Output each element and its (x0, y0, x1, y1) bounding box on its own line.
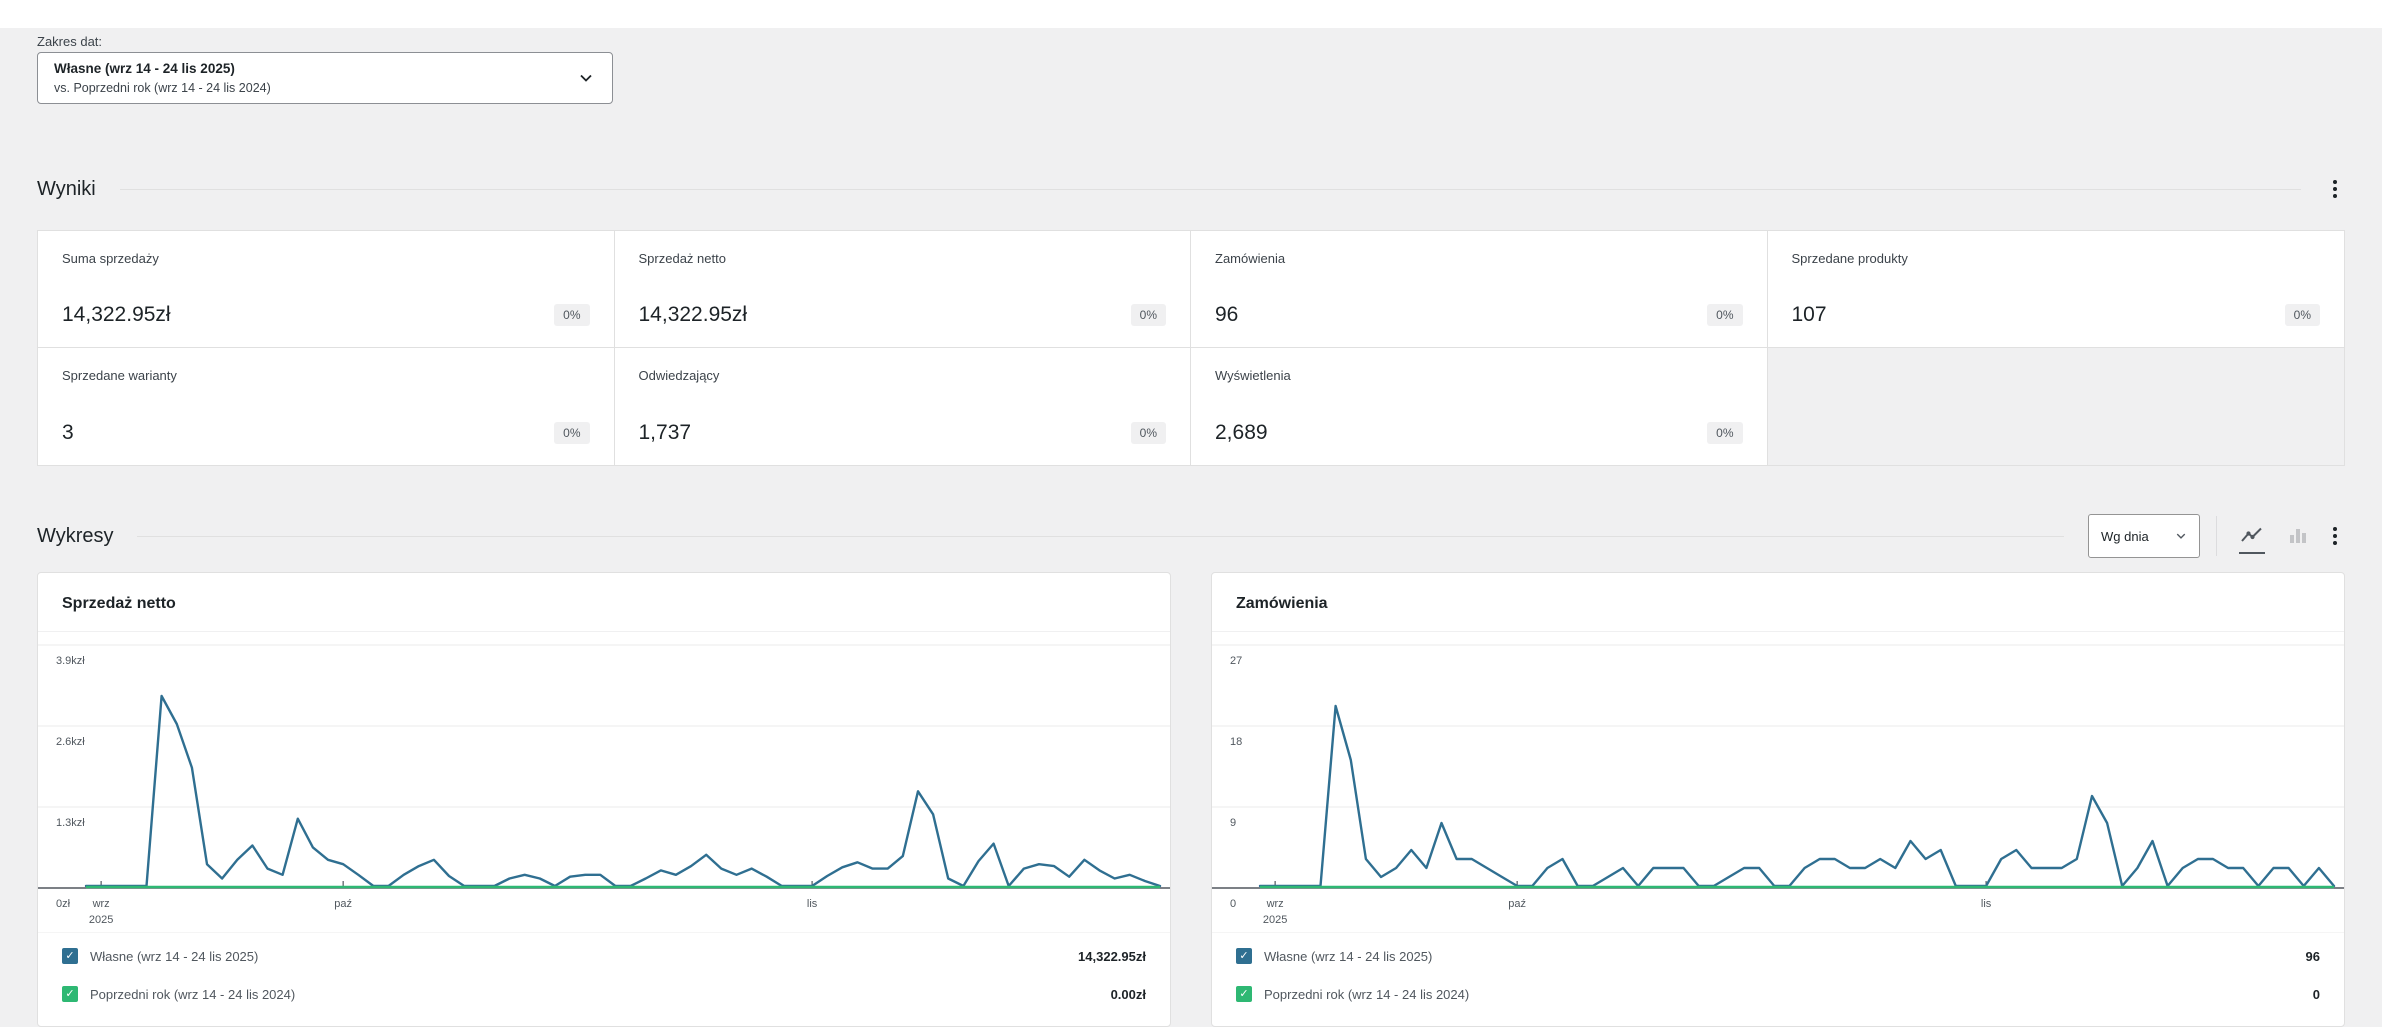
card-delta-badge: 0% (2284, 304, 2320, 326)
legend-label: Własne (wrz 14 - 24 lis 2025) (90, 948, 259, 964)
line-chart-toggle[interactable] (2233, 516, 2271, 556)
date-range-dropdown[interactable]: Własne (wrz 14 - 24 lis 2025) vs. Poprze… (37, 52, 613, 104)
interval-dropdown-value: Wg dnia (2101, 528, 2149, 544)
legend-row[interactable]: ✓ Poprzedni rok (wrz 14 - 24 lis 2024) 0 (1212, 975, 2344, 1013)
performance-card[interactable]: Sprzedane produkty 107 0% (1767, 231, 2344, 348)
svg-text:2025: 2025 (1263, 914, 1287, 926)
line-chart-icon (2241, 527, 2262, 542)
controls-divider (2216, 516, 2217, 556)
svg-text:lis: lis (807, 898, 818, 910)
top-whitespace-bar (0, 0, 2382, 28)
card-value: 2,689 (1215, 421, 1268, 444)
svg-text:2025: 2025 (89, 914, 113, 926)
legend-label: Poprzedni rok (wrz 14 - 24 lis 2024) (1264, 986, 1470, 1002)
svg-text:27: 27 (1230, 655, 1242, 667)
legend-value: 0.00zł (1110, 986, 1146, 1002)
bar-chart-icon (2290, 529, 2306, 543)
orders-chart-card: Zamówienia 27 18 9 0 wrz 2025 paź lis ✓ Własne (… (1211, 572, 2345, 1027)
svg-text:lis: lis (1981, 898, 1992, 910)
performance-section-header: Wyniki (37, 174, 2345, 204)
chart-title: Sprzedaż netto (38, 573, 1170, 632)
legend-row[interactable]: ✓ Poprzedni rok (wrz 14 - 24 lis 2024) 0.0… (38, 975, 1170, 1013)
header-divider (119, 188, 2301, 190)
legend-label: Poprzedni rok (wrz 14 - 24 lis 2024) (90, 986, 296, 1002)
card-value: 3 (62, 421, 74, 444)
svg-text:1.3kzł: 1.3kzł (56, 817, 85, 829)
card-delta-badge: 0% (554, 422, 590, 444)
performance-cards-grid: Suma sprzedaży 14,322.95zł 0% Sprzedaż nett… (37, 230, 2345, 466)
card-value: 1,737 (638, 421, 692, 444)
card-value: 107 (1791, 303, 1827, 326)
date-range-label: Zakres dat: (37, 34, 103, 49)
card-delta-badge: 0% (554, 304, 590, 326)
legend-value: 96 (2305, 948, 2320, 964)
legend-label: Własne (wrz 14 - 24 lis 2025) (1264, 948, 1433, 964)
legend-value: 14,322.95zł (1078, 948, 1146, 964)
legend-value: 0 (2312, 986, 2320, 1002)
card-value: 96 (1215, 303, 1239, 326)
performance-card[interactable]: Sprzedane warianty 3 0% (38, 348, 615, 465)
date-range-texts: Własne (wrz 14 - 24 lis 2025) vs. Poprze… (54, 59, 578, 97)
charts-controls: Wg dnia (2088, 514, 2345, 558)
date-range-primary: Własne (wrz 14 - 24 lis 2025) (54, 61, 235, 77)
card-label: Zamówienia (1215, 251, 1286, 266)
performance-card[interactable]: Zamówienia 96 0% (1191, 231, 1768, 348)
svg-text:paź: paź (1508, 898, 1526, 910)
legend-row[interactable]: ✓ Własne (wrz 14 - 24 lis 2025) 14,322.95z… (38, 937, 1170, 975)
legend-checkbox[interactable]: ✓ (1236, 986, 1252, 1002)
svg-text:0zł: 0zł (56, 898, 71, 910)
orders-line-chart[interactable]: 27 18 9 0 wrz 2025 paź lis (1212, 632, 2344, 932)
card-label: Sprzedane warianty (62, 368, 177, 383)
legend-checkbox[interactable]: ✓ (62, 948, 78, 964)
empty-card-placeholder (1767, 348, 2344, 465)
svg-text:2.6kzł: 2.6kzł (56, 736, 85, 748)
performance-card[interactable]: Suma sprzedaży 14,322.95zł 0% (38, 231, 615, 348)
orders-legend: ✓ Własne (wrz 14 - 24 lis 2025) 96 ✓ Poprzed… (1212, 932, 2344, 1019)
card-label: Suma sprzedaży (62, 251, 159, 266)
performance-title: Wyniki (37, 177, 96, 200)
net-sales-legend: ✓ Własne (wrz 14 - 24 lis 2025) 14,322.95z… (38, 932, 1170, 1019)
svg-text:3.9kzł: 3.9kzł (56, 655, 85, 667)
card-label: Sprzedaż netto (638, 251, 726, 266)
card-label: Wyświetlenia (1215, 368, 1291, 383)
charts-section-header: Wykresy Wg dnia (37, 514, 2345, 558)
charts-row: Sprzedaż netto 3.9kzł 2.6kzł 1.3kzł 0zł wrz 2… (37, 572, 2345, 1027)
card-delta-badge: 0% (1130, 422, 1166, 444)
chevron-down-icon (580, 74, 592, 82)
header-divider (137, 535, 2064, 537)
performance-card[interactable]: Odwiedzający 1,737 0% (614, 348, 1191, 465)
page-content: Zakres dat: Własne (wrz 14 - 24 lis 2025… (0, 34, 2382, 1027)
date-range-comparison: vs. Poprzedni rok (wrz 14 - 24 lis 2024) (54, 80, 271, 95)
legend-row[interactable]: ✓ Własne (wrz 14 - 24 lis 2025) 96 (1212, 937, 2344, 975)
charts-title: Wykresy (37, 524, 114, 547)
card-label: Sprzedane produkty (1791, 251, 1908, 266)
legend-checkbox[interactable]: ✓ (1236, 948, 1252, 964)
chevron-down-icon (2176, 533, 2186, 539)
svg-text:0: 0 (1230, 898, 1236, 910)
card-label: Odwiedzający (638, 368, 720, 383)
card-delta-badge: 0% (1707, 304, 1743, 326)
card-delta-badge: 0% (1707, 422, 1743, 444)
net-sales-line-chart[interactable]: 3.9kzł 2.6kzł 1.3kzł 0zł wrz 2025 paź lis (38, 632, 1170, 932)
performance-card[interactable]: Wyświetlenia 2,689 0% (1191, 348, 1768, 465)
bar-chart-toggle[interactable] (2279, 516, 2317, 556)
card-value: 14,322.95zł (62, 303, 171, 326)
svg-text:18: 18 (1230, 736, 1242, 748)
svg-text:wrz: wrz (1266, 898, 1284, 910)
performance-menu-button[interactable] (2325, 174, 2345, 204)
svg-text:paź: paź (334, 898, 352, 910)
interval-dropdown[interactable]: Wg dnia (2088, 514, 2200, 558)
performance-card[interactable]: Sprzedaż netto 14,322.95zł 0% (614, 231, 1191, 348)
chart-title: Zamówienia (1212, 573, 2344, 632)
svg-text:wrz: wrz (92, 898, 110, 910)
svg-text:9: 9 (1230, 817, 1236, 829)
card-value: 14,322.95zł (638, 303, 748, 326)
legend-checkbox[interactable]: ✓ (62, 986, 78, 1002)
net-sales-chart-card: Sprzedaż netto 3.9kzł 2.6kzł 1.3kzł 0zł wrz 2… (37, 572, 1171, 1027)
charts-menu-button[interactable] (2325, 521, 2345, 551)
card-delta-badge: 0% (1130, 304, 1166, 326)
